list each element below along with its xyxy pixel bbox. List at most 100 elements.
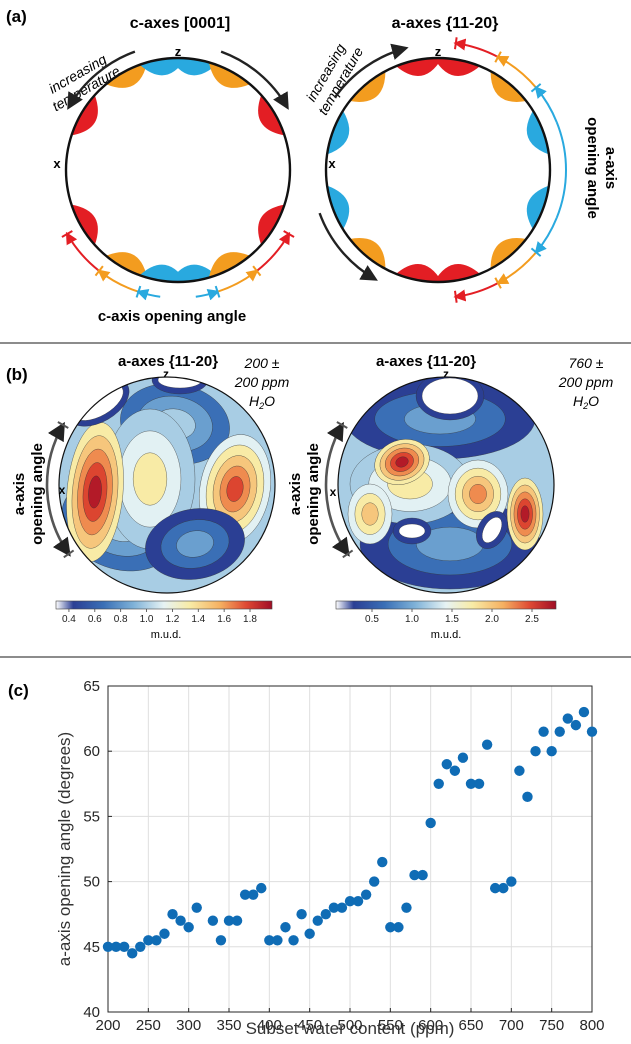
temperature-arrow-left xyxy=(67,50,136,110)
contour-low xyxy=(176,530,214,558)
data-point xyxy=(385,922,396,933)
b-left-side-label: a-axis opening angle xyxy=(11,443,46,545)
contour-high xyxy=(520,505,530,523)
contour-minimum xyxy=(398,523,426,539)
colorbar-tick-label: 1.4 xyxy=(191,614,205,625)
data-point xyxy=(417,869,428,881)
data-point xyxy=(369,876,380,887)
svg-text:200 ppm: 200 ppm xyxy=(558,374,614,390)
stereonet-outline xyxy=(64,56,292,284)
temperature-arrow-top xyxy=(333,43,409,99)
a-axis-bracket-segment xyxy=(495,55,537,89)
right-z-label: z xyxy=(435,44,442,59)
chart-grid xyxy=(107,685,593,1013)
data-point xyxy=(546,746,557,757)
b-right-z-label: z xyxy=(443,367,449,381)
opening-angle-arc xyxy=(45,421,71,557)
temperature-arrow-bottom xyxy=(318,212,378,281)
x-tick-label: 650 xyxy=(458,1017,483,1034)
data-point xyxy=(360,889,372,900)
colorbar-tick-label: 1.2 xyxy=(165,614,179,625)
blue-lobe xyxy=(526,110,549,155)
y-tick-label: 65 xyxy=(83,678,100,695)
contour-minimum xyxy=(421,377,479,415)
bracket-tick xyxy=(135,285,142,298)
colorbar-gradient xyxy=(335,600,557,610)
colorbar-tick-label: 2.5 xyxy=(525,614,539,625)
y-tick-label: 60 xyxy=(83,743,100,760)
c-axis-opening-angle-label: c-axis opening angle xyxy=(98,308,246,325)
data-point xyxy=(377,856,388,868)
y-tick-label: 45 xyxy=(83,939,100,956)
a-axis-bracket-segment xyxy=(534,85,558,123)
data-point xyxy=(522,791,533,803)
data-point xyxy=(498,882,509,894)
c-axis-bracket-segment xyxy=(256,231,291,272)
x-tick-label: 700 xyxy=(499,1017,524,1034)
svg-text:200 ±: 200 ± xyxy=(244,355,280,371)
opening-angle-tick xyxy=(342,549,354,559)
data-point xyxy=(441,759,452,770)
b-left-water-label: 200 ± 200 ppm H2O xyxy=(234,355,290,411)
a-axis-bracket-segment xyxy=(453,282,499,302)
svg-text:a-axis: a-axis xyxy=(287,473,304,516)
a-axis-arcs xyxy=(318,37,567,303)
data-point xyxy=(167,909,178,920)
colorbar-tick-label: 1.5 xyxy=(445,614,459,625)
b-right-side-label: a-axis opening angle xyxy=(287,443,322,545)
c-axis-bracket-segment xyxy=(136,288,161,301)
scatter-points xyxy=(102,706,598,959)
bracket-tick xyxy=(252,265,262,277)
svg-text:a-axis: a-axis xyxy=(11,473,28,516)
data-point xyxy=(296,909,307,920)
x-tick-label: 600 xyxy=(418,1017,443,1034)
c-axis-arcs xyxy=(61,50,295,301)
data-point xyxy=(465,778,477,789)
colorbar-tick-label: 0.8 xyxy=(114,614,128,625)
contour-high xyxy=(88,475,102,509)
x-tick-label: 450 xyxy=(297,1017,322,1034)
x-tick-label: 750 xyxy=(539,1017,564,1034)
x-tick-label: 800 xyxy=(579,1017,604,1034)
data-point xyxy=(401,902,412,913)
bracket-tick xyxy=(494,51,502,63)
data-point xyxy=(490,882,501,894)
right-x-label: x xyxy=(328,156,336,171)
orange-lobe xyxy=(208,62,250,88)
c-axis-bracket-segment xyxy=(97,269,139,293)
data-point xyxy=(280,922,291,933)
data-point xyxy=(506,876,517,887)
c-axes-stereonet xyxy=(64,56,292,284)
data-point xyxy=(433,778,444,789)
separator-a-b xyxy=(0,342,631,344)
data-point xyxy=(127,948,138,959)
panel-a-figure: (a) c-axes [0001] increasing temperature… xyxy=(6,7,619,325)
a-axes-stereonet xyxy=(324,56,552,284)
panel-b-figure: (b) a-axes {11-20} z 200 ± 200 ppm H2O x… xyxy=(6,353,614,641)
data-point xyxy=(272,935,283,946)
panel-c: (c) 200 250 300 350 400 450 500 550 600 650 700 750… xyxy=(0,658,631,1039)
b-left-z-label: z xyxy=(163,367,169,381)
orange-lobe xyxy=(106,252,148,278)
data-point xyxy=(481,739,493,750)
stereonet-background xyxy=(326,58,550,282)
a-axis-bracket-segment xyxy=(495,251,537,285)
data-point xyxy=(102,941,114,952)
data-point xyxy=(223,915,235,926)
opening-angle-tick xyxy=(57,421,69,429)
data-point xyxy=(409,869,420,881)
x-axis-ticks: 200 250 300 350 400 450 500 550 600 650 700 750 800 xyxy=(95,1008,605,1034)
contour-mid xyxy=(361,502,379,526)
b-right-title: a-axes {11-20} xyxy=(376,353,476,370)
panel-c-label: (c) xyxy=(8,681,29,700)
opening-angle-tick xyxy=(63,549,75,559)
bracket-tick xyxy=(494,277,502,289)
red-lobe xyxy=(71,204,98,245)
data-point xyxy=(110,941,122,952)
a-axis-bracket-middle xyxy=(555,121,567,219)
x-tick-label: 500 xyxy=(337,1017,362,1034)
data-point xyxy=(554,726,565,737)
a-axes-title: a-axes {11-20} xyxy=(392,15,499,32)
orange-lobe xyxy=(490,238,527,269)
x-tick-label: 300 xyxy=(176,1017,201,1034)
